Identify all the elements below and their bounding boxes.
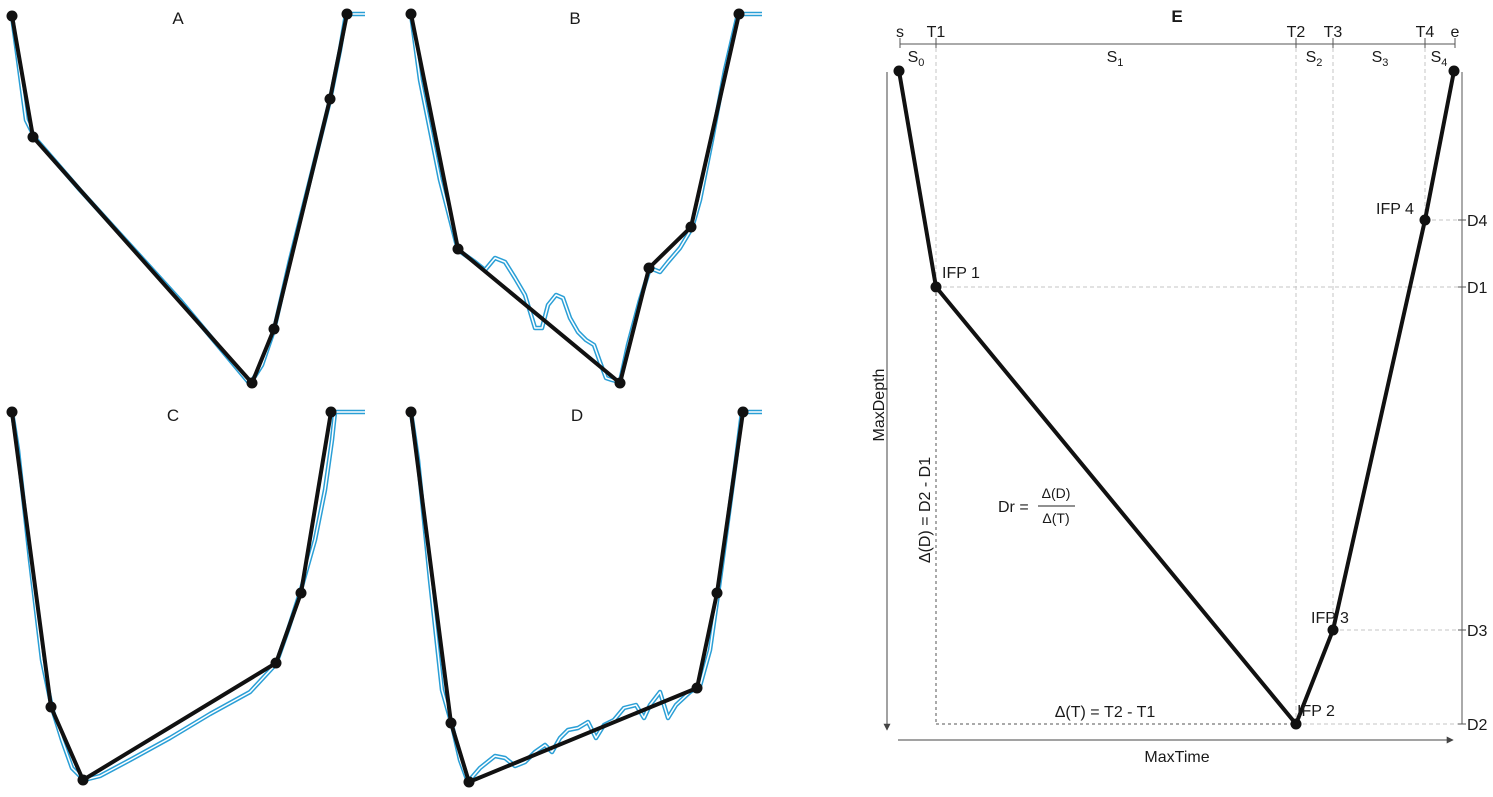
panel-d: D <box>405 406 762 788</box>
panel-a-fit-line <box>10 13 349 385</box>
tick-t4: T4 <box>1416 24 1435 41</box>
tick-s: s <box>896 24 904 41</box>
segment-s2: S2 <box>1306 49 1323 69</box>
panel-c-fit-line <box>10 411 333 782</box>
axis-label-maxtime: MaxTime <box>1144 749 1209 766</box>
descent-rate-formula: Dr = Δ(D) Δ(T) <box>998 485 1075 526</box>
delta-t-label: Δ(T) = T2 - T1 <box>1055 704 1156 721</box>
delta-measures <box>935 287 1296 725</box>
dr-denominator: Δ(T) <box>1042 510 1069 526</box>
panel-a: A <box>6 8 365 389</box>
label-ifp4: IFP 4 <box>1376 201 1414 218</box>
panel-e: E s T1 T2 T3 T4 e S0 S1 S2 S3 S4 <box>871 7 1488 766</box>
panel-e-profile-line <box>897 70 1456 726</box>
panel-a-dive-trace <box>9 11 365 387</box>
tick-t2: T2 <box>1287 24 1306 41</box>
panel-d-fit-line <box>409 411 745 784</box>
tick-t1: T1 <box>927 24 946 41</box>
panel-b-label: B <box>569 9 580 28</box>
panel-e-label: E <box>1171 7 1182 26</box>
panel-c-dive-trace <box>9 409 365 783</box>
panel-c-points <box>6 406 337 786</box>
depth-label-d3: D3 <box>1467 623 1488 640</box>
panel-d-label: D <box>571 406 583 425</box>
dr-lhs: Dr = <box>998 499 1029 516</box>
depth-label-d2: D2 <box>1467 717 1488 734</box>
tick-t3: T3 <box>1324 24 1343 41</box>
delta-d-label: Δ(D) = D2 - D1 <box>917 457 934 563</box>
panel-b: B <box>405 8 762 389</box>
panel-a-points <box>6 8 353 389</box>
panel-b-points <box>405 8 745 389</box>
segment-s3: S3 <box>1372 49 1389 69</box>
label-ifp2: IFP 2 <box>1297 703 1335 720</box>
tick-e: e <box>1451 24 1460 41</box>
panel-b-fit-line <box>409 13 741 385</box>
label-ifp1: IFP 1 <box>942 265 980 282</box>
panel-a-label: A <box>172 9 184 28</box>
guide-lines <box>935 48 1462 725</box>
segment-s1: S1 <box>1107 49 1124 69</box>
panel-b-dive-trace <box>408 11 762 385</box>
label-ifp3: IFP 3 <box>1311 610 1349 627</box>
depth-label-d1: D1 <box>1467 280 1488 297</box>
panel-d-dive-trace <box>408 409 762 785</box>
segment-s0: S0 <box>908 49 925 69</box>
dr-numerator: Δ(D) <box>1042 485 1071 501</box>
panel-e-points <box>893 65 1460 730</box>
segment-s4: S4 <box>1431 49 1448 69</box>
axis-label-maxdepth: MaxDepth <box>871 369 888 442</box>
panel-c-label: C <box>167 406 179 425</box>
depth-label-d4: D4 <box>1467 213 1488 230</box>
panel-d-points <box>405 406 749 788</box>
panel-c: C <box>6 406 365 786</box>
